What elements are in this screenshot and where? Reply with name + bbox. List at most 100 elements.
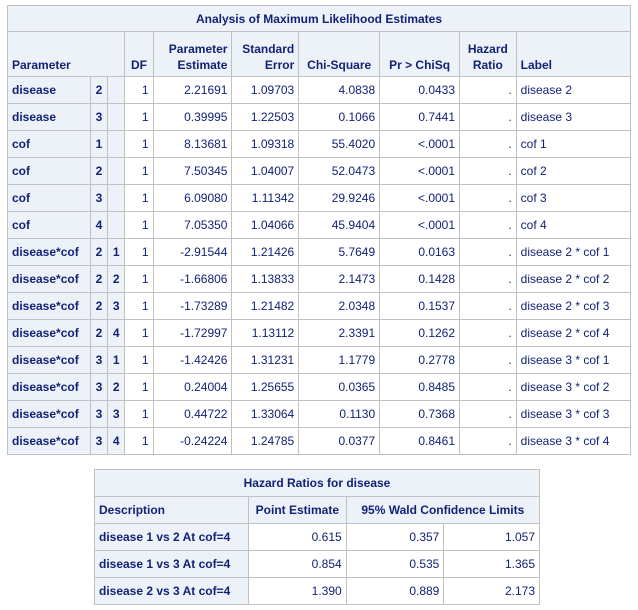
- cell-level-1: 2: [89, 265, 109, 293]
- cell-p-value: 0.8461: [379, 427, 461, 455]
- cell-description: disease 1 vs 3 At cof=4: [93, 550, 250, 578]
- cell-description: disease 1 vs 2 At cof=4: [93, 523, 250, 551]
- cell-chi-square: 55.4020: [298, 130, 381, 158]
- cell-estimate: 0.39995: [152, 103, 233, 131]
- hr-table-body: disease 1 vs 2 At cof=4 0.615 0.357 1.057 di…: [93, 523, 540, 605]
- header-standard-error: Standard Error: [231, 31, 300, 77]
- table-row: disease*cof 2 2 1 -1.66806 1.13833 2.1473 0.142…: [7, 265, 632, 293]
- hr-table-title: Hazard Ratios for disease: [94, 469, 540, 497]
- table-row: disease 2 1 2.21691 1.09703 4.0838 0.0433. dise…: [7, 76, 632, 104]
- cell-label: cof 4: [515, 211, 632, 239]
- cell-label: cof 1: [515, 130, 632, 158]
- cell-p-value: 0.8485: [379, 373, 461, 401]
- cell-df: 1: [124, 103, 154, 131]
- cell-estimate: 7.05350: [152, 211, 233, 239]
- header-hr-line2: Ratio: [472, 58, 503, 72]
- cell-label: disease 3 * cof 3: [515, 400, 632, 428]
- table-row: cof 1 1 8.13681 1.09318 55.4020 <.0001. cof 1: [7, 130, 632, 158]
- cell-standard-error: 1.24785: [231, 427, 300, 455]
- header-estimate-line2: Estimate: [177, 58, 228, 72]
- cell-chi-square: 5.7649: [298, 238, 381, 266]
- cell-level-2: 1: [107, 238, 126, 266]
- cell-chi-square: 45.9404: [298, 211, 381, 239]
- header-hr-line1: Hazard: [467, 42, 508, 56]
- cell-chi-square: 1.1779: [298, 346, 381, 374]
- cell-level-2: 2: [107, 265, 126, 293]
- cell-df: 1: [124, 373, 154, 401]
- cell-label: disease 3 * cof 4: [515, 427, 632, 455]
- cell-hazard-ratio: .: [459, 292, 517, 320]
- cell-hazard-ratio: .: [459, 265, 517, 293]
- cell-point-estimate: 0.615: [248, 523, 347, 551]
- cell-parameter: cof: [7, 130, 91, 158]
- cell-parameter: cof: [7, 211, 91, 239]
- cell-level-1: 2: [89, 76, 109, 104]
- mle-table: Analysis of Maximum Likelihood Estimates…: [6, 5, 632, 455]
- cell-level-2: [107, 76, 126, 104]
- cell-hazard-ratio: .: [459, 400, 517, 428]
- cell-df: 1: [124, 184, 154, 212]
- cell-label: disease 2: [515, 76, 632, 104]
- cell-standard-error: 1.13112: [231, 319, 300, 347]
- cell-df: 1: [124, 427, 154, 455]
- cell-level-2: [107, 184, 126, 212]
- table-row: cof 2 1 7.50345 1.04007 52.0473 <.0001. cof 2: [7, 157, 632, 185]
- cell-estimate: -2.91544: [152, 238, 233, 266]
- cell-p-value: 0.0163: [379, 238, 461, 266]
- mle-table-body: disease 2 1 2.21691 1.09703 4.0838 0.0433. dise…: [7, 76, 632, 455]
- table-row: disease*cof 3 1 1 -1.42426 1.31231 1.1779 0.277…: [7, 346, 632, 374]
- table-row: disease*cof 2 3 1 -1.73289 1.21482 2.0348 0.153…: [7, 292, 632, 320]
- cell-parameter: disease*cof: [7, 292, 91, 320]
- header-estimate-line1: Parameter: [168, 42, 228, 56]
- cell-standard-error: 1.21426: [231, 238, 300, 266]
- cell-level-2: [107, 211, 126, 239]
- header-confidence-limits: 95% Wald Confidence Limits: [345, 496, 541, 524]
- cell-chi-square: 52.0473: [298, 157, 381, 185]
- header-description: Description: [93, 496, 250, 524]
- cell-parameter: disease*cof: [7, 319, 91, 347]
- cell-df: 1: [124, 238, 154, 266]
- cell-level-1: 1: [89, 130, 109, 158]
- cell-level-2: [107, 130, 126, 158]
- cell-chi-square: 0.1130: [298, 400, 381, 428]
- cell-hazard-ratio: .: [459, 130, 517, 158]
- header-se-line2: Error: [264, 58, 295, 72]
- cell-level-1: 3: [89, 184, 109, 212]
- cell-standard-error: 1.22503: [231, 103, 300, 131]
- cell-chi-square: 0.0365: [298, 373, 381, 401]
- cell-label: disease 2 * cof 2: [515, 265, 632, 293]
- cell-level-1: 4: [89, 211, 109, 239]
- cell-standard-error: 1.33064: [231, 400, 300, 428]
- cell-level-2: 2: [107, 373, 126, 401]
- cell-chi-square: 0.0377: [298, 427, 381, 455]
- cell-label: disease 2 * cof 1: [515, 238, 632, 266]
- cell-estimate: 7.50345: [152, 157, 233, 185]
- cell-p-value: 0.1537: [379, 292, 461, 320]
- cell-estimate: -0.24224: [152, 427, 233, 455]
- cell-chi-square: 4.0838: [298, 76, 381, 104]
- cell-p-value: 0.2778: [379, 346, 461, 374]
- cell-estimate: 0.24004: [152, 373, 233, 401]
- cell-df: 1: [124, 76, 154, 104]
- cell-hazard-ratio: .: [459, 373, 517, 401]
- cell-estimate: 0.44722: [152, 400, 233, 428]
- cell-standard-error: 1.09318: [231, 130, 300, 158]
- cell-estimate: 2.21691: [152, 76, 233, 104]
- cell-upper-limit: 1.365: [443, 550, 540, 578]
- cell-hazard-ratio: .: [459, 76, 517, 104]
- cell-lower-limit: 0.535: [345, 550, 445, 578]
- cell-parameter: disease*cof: [7, 238, 91, 266]
- cell-level-2: 4: [107, 319, 126, 347]
- cell-level-1: 3: [89, 103, 109, 131]
- cell-chi-square: 2.3391: [298, 319, 381, 347]
- cell-hazard-ratio: .: [459, 319, 517, 347]
- cell-level-2: 4: [107, 427, 126, 455]
- table-row: disease*cof 3 3 1 0.44722 1.33064 0.1130 0.7368…: [7, 400, 632, 428]
- header-label: Label: [515, 31, 632, 77]
- cell-parameter: disease: [7, 76, 91, 104]
- cell-lower-limit: 0.889: [345, 577, 445, 605]
- cell-parameter: disease*cof: [7, 373, 91, 401]
- cell-label: disease 2 * cof 3: [515, 292, 632, 320]
- cell-label: disease 3: [515, 103, 632, 131]
- cell-p-value: 0.7368: [379, 400, 461, 428]
